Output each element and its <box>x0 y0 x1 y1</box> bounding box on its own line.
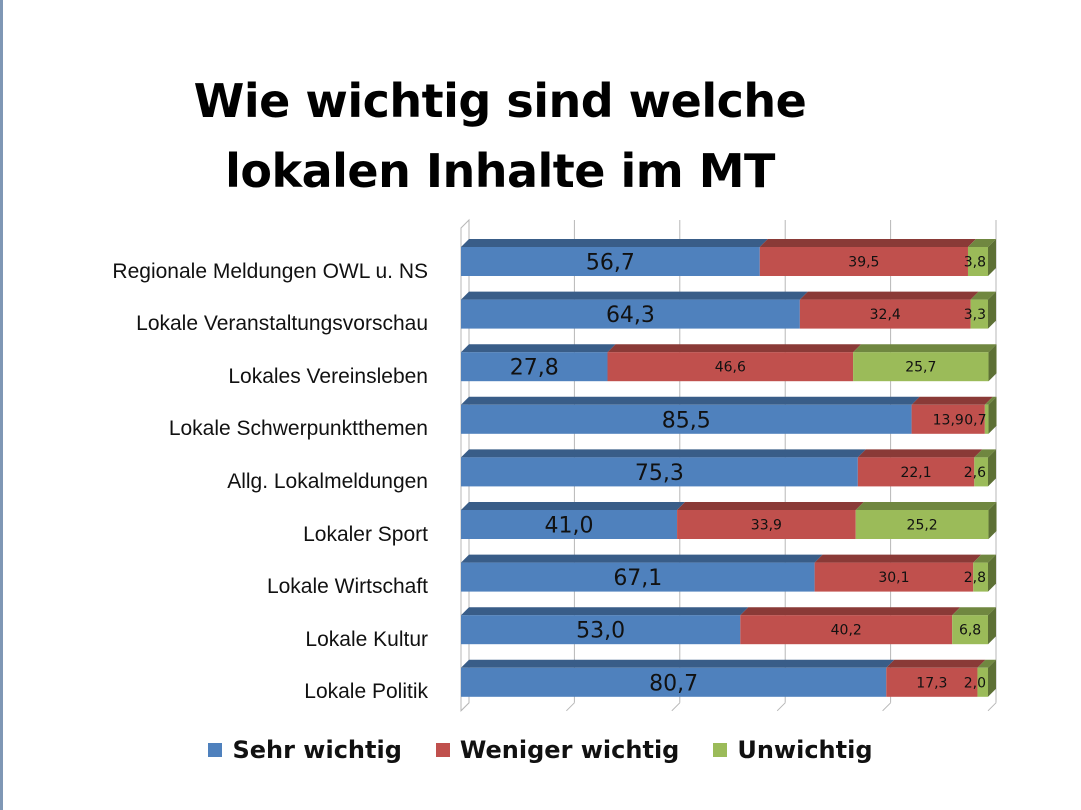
data-label-4-1: 85,5 <box>662 408 711 433</box>
bar-7-sehr-wichtig <box>461 554 823 592</box>
data-label-5-1: 75,3 <box>635 461 684 486</box>
bar-4-sehr-wichtig <box>461 396 920 434</box>
legend-swatch-weniger-wichtig <box>435 743 450 757</box>
bar-9-weniger-wichtig <box>886 659 986 697</box>
category-label-1: Regionale Meldungen OWL u. NS <box>112 259 428 283</box>
data-label-3-1: 27,8 <box>510 356 559 381</box>
legend-label-weniger-wichtig: Weniger wichtig <box>459 736 680 764</box>
bar-5-unwichtig <box>974 449 996 487</box>
data-label-2-3: 3,3 <box>964 307 986 323</box>
category-label-5: Allg. Lokalmeldungen <box>227 469 428 493</box>
data-labels: 56,7 39,5 3,8 64,3 32,4 3,3 27,8 46,6 25,7 85,5 13… <box>510 251 987 697</box>
bar-8-weniger-wichtig <box>740 607 961 645</box>
gridline-floor-100 <box>987 702 997 712</box>
legend-label-sehr-wichtig: Sehr wichtig <box>232 736 402 764</box>
gridline-floor-20 <box>566 702 575 712</box>
legend-swatch-sehr-wichtig <box>208 743 223 757</box>
bar-4-unwichtig <box>984 396 997 434</box>
bar-3-weniger-wichtig <box>607 344 862 382</box>
legend-item-sehr-wichtig: Sehr wichtig <box>208 736 402 764</box>
side-wall <box>460 218 470 713</box>
bar-2-unwichtig <box>970 291 996 329</box>
category-label-2: Lokale Veranstaltungsvorschau <box>136 312 428 336</box>
chart-title: Wie wichtig sind welche lokalen Inhalte … <box>120 66 880 206</box>
data-label-2-1: 64,3 <box>606 303 655 328</box>
data-label-8-3: 6,8 <box>959 623 981 639</box>
data-label-7-2: 30,1 <box>878 570 909 586</box>
bar-1-sehr-wichtig <box>461 239 768 276</box>
bar-1-weniger-wichtig <box>759 239 976 276</box>
bar-9-sehr-wichtig <box>461 659 895 697</box>
legend-item-weniger-wichtig: Weniger wichtig <box>435 736 680 764</box>
data-label-6-3: 25,2 <box>907 518 938 534</box>
bar-2-weniger-wichtig <box>799 291 979 329</box>
slide-left-rule <box>0 0 3 810</box>
bar-2-sehr-wichtig <box>461 291 808 329</box>
data-label-7-3: 2,8 <box>964 570 986 586</box>
data-label-1-2: 39,5 <box>848 255 879 271</box>
data-label-8-1: 53,0 <box>576 619 625 644</box>
bar-4-weniger-wichtig <box>911 396 993 434</box>
gridline-floor-40 <box>671 702 681 712</box>
legend-item-unwichtig: Unwichtig <box>713 736 873 764</box>
gridline-floor-80 <box>882 702 891 712</box>
category-label-4: Lokale Schwerpunktthemen <box>168 417 428 441</box>
data-label-4-3: 0,7 <box>964 412 986 428</box>
bar-8-sehr-wichtig <box>461 607 749 645</box>
chart-title-line-2: lokalen Inhalte im MT <box>225 144 775 198</box>
category-label-7: Lokale Wirtschaft <box>266 575 428 599</box>
data-label-5-2: 22,1 <box>900 465 931 481</box>
bar-1-unwichtig <box>967 239 996 276</box>
category-label-3: Lokales Vereinsleben <box>228 364 428 388</box>
category-label-6: Lokaler Sport <box>303 522 428 546</box>
data-label-5-3: 2,6 <box>964 465 986 481</box>
data-label-6-1: 41,0 <box>545 514 594 539</box>
bar-5-sehr-wichtig <box>461 449 866 487</box>
bars <box>461 239 997 697</box>
bar-3-unwichtig <box>853 344 997 382</box>
data-label-2-2: 32,4 <box>870 307 901 323</box>
bar-8-unwichtig <box>952 607 996 645</box>
category-label-9: Lokale Politik <box>304 680 428 704</box>
gridline-floor-60 <box>776 702 786 712</box>
data-label-1-3: 3,8 <box>964 255 986 271</box>
data-label-9-1: 80,7 <box>649 671 698 696</box>
bar-9-unwichtig <box>977 659 996 697</box>
bar-7-unwichtig <box>973 554 996 592</box>
chart-legend: Sehr wichtig Weniger wichtig Unwichtig <box>0 736 1081 764</box>
data-label-8-2: 40,2 <box>831 623 862 639</box>
data-label-3-3: 25,7 <box>905 360 936 376</box>
bar-6-weniger-wichtig <box>677 502 864 539</box>
bar-7-weniger-wichtig <box>814 554 982 592</box>
legend-label-unwichtig: Unwichtig <box>737 736 873 764</box>
data-label-3-2: 46,6 <box>715 360 746 376</box>
data-label-6-2: 33,9 <box>751 518 782 534</box>
data-label-9-2: 17,3 <box>916 675 947 691</box>
data-label-9-3: 2,0 <box>964 675 986 691</box>
legend-swatch-unwichtig <box>713 743 728 757</box>
data-label-7-1: 67,1 <box>613 566 662 591</box>
bar-3-sehr-wichtig <box>461 344 616 382</box>
bar-5-weniger-wichtig <box>857 449 983 487</box>
data-label-4-2: 13,9 <box>933 412 964 428</box>
chart-title-line-1: Wie wichtig sind welche <box>193 74 807 128</box>
bar-6-unwichtig <box>855 502 997 539</box>
data-label-1-1: 56,7 <box>586 251 635 276</box>
bar-6-sehr-wichtig <box>461 502 686 539</box>
category-label-8: Lokale Kultur <box>305 627 428 651</box>
